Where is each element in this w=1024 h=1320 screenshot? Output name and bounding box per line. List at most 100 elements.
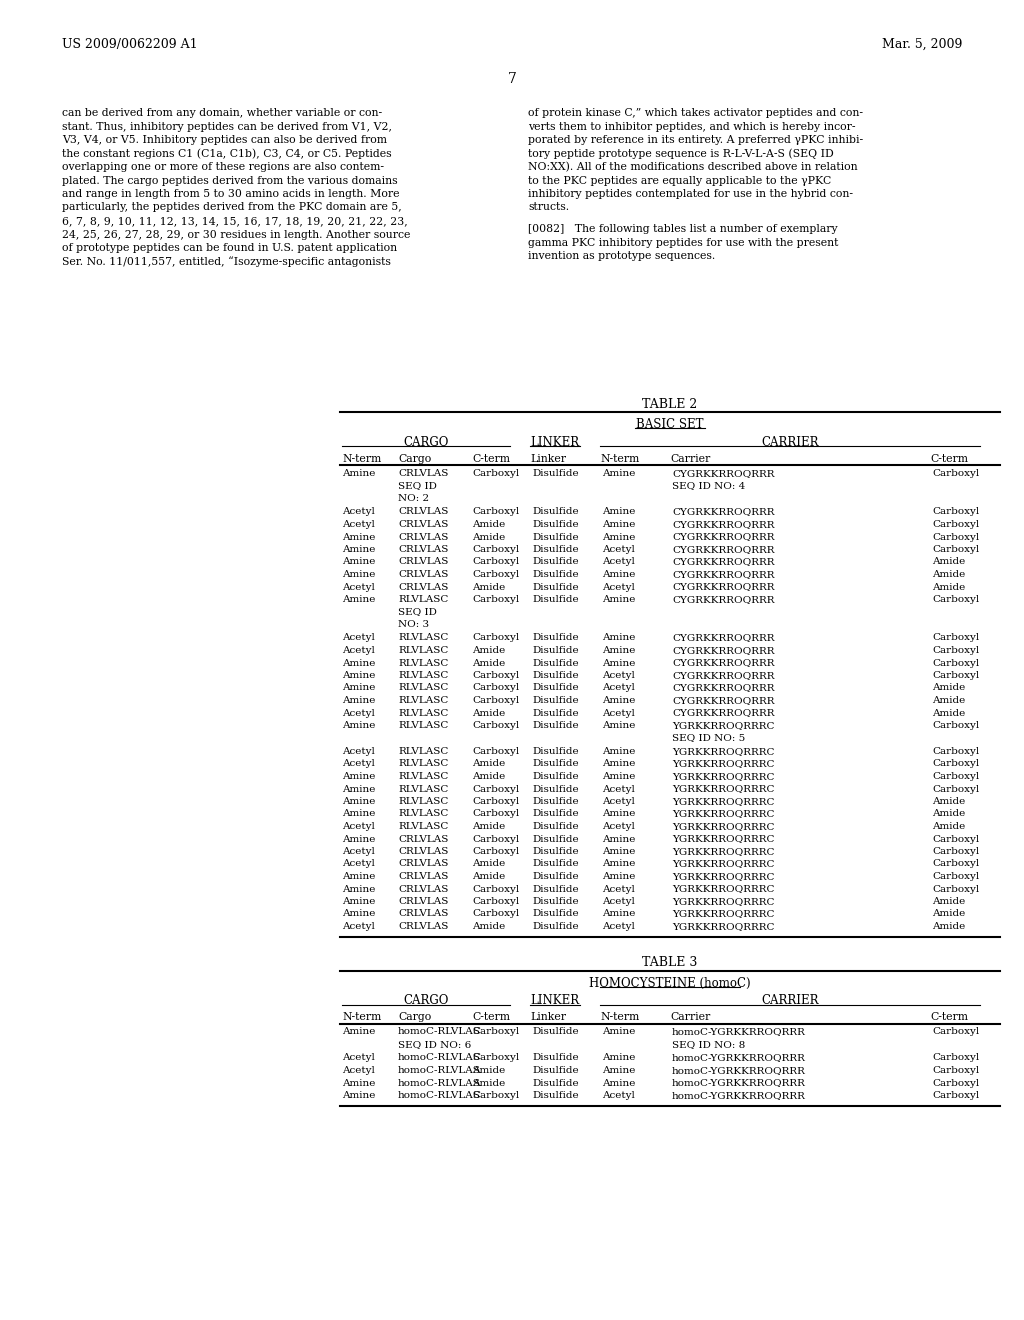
Text: Amine: Amine <box>602 873 635 880</box>
Text: homoC-RLVLAS: homoC-RLVLAS <box>398 1053 481 1063</box>
Text: RLVLASC: RLVLASC <box>398 772 449 781</box>
Text: YGRKKRROQRRRC: YGRKKRROQRRRC <box>672 921 774 931</box>
Text: Amine: Amine <box>342 1092 376 1100</box>
Text: Amide: Amide <box>932 557 966 566</box>
Text: Disulfide: Disulfide <box>532 1053 579 1063</box>
Text: Amine: Amine <box>342 557 376 566</box>
Text: Amine: Amine <box>602 1027 635 1036</box>
Text: Acetyl: Acetyl <box>602 684 635 693</box>
Text: YGRKKRROQRRRC: YGRKKRROQRRRC <box>672 909 774 919</box>
Text: Carrier: Carrier <box>670 1012 711 1023</box>
Text: Acetyl: Acetyl <box>342 759 375 768</box>
Text: C-term: C-term <box>472 454 510 465</box>
Text: Carboxyl: Carboxyl <box>932 645 979 655</box>
Text: Amide: Amide <box>472 822 505 832</box>
Text: porated by reference in its entirety. A preferred γPKC inhibi-: porated by reference in its entirety. A … <box>528 135 863 145</box>
Text: to the PKC peptides are equally applicable to the γPKC: to the PKC peptides are equally applicab… <box>528 176 831 186</box>
Text: N-term: N-term <box>342 454 381 465</box>
Text: YGRKKRROQRRRC: YGRKKRROQRRRC <box>672 809 774 818</box>
Text: Carboxyl: Carboxyl <box>472 1053 519 1063</box>
Text: YGRKKRROQRRRC: YGRKKRROQRRRC <box>672 759 774 768</box>
Text: CRLVLAS: CRLVLAS <box>398 898 449 906</box>
Text: Carboxyl: Carboxyl <box>932 747 979 756</box>
Text: CYGRKKRROQRRR: CYGRKKRROQRRR <box>672 595 774 605</box>
Text: Carboxyl: Carboxyl <box>932 1067 979 1074</box>
Text: CYGRKKRROQRRR: CYGRKKRROQRRR <box>672 582 774 591</box>
Text: CRLVLAS: CRLVLAS <box>398 545 449 554</box>
Text: Carboxyl: Carboxyl <box>932 1078 979 1088</box>
Text: Amine: Amine <box>602 659 635 668</box>
Text: CARGO: CARGO <box>403 994 449 1007</box>
Text: homoC-YGRKKRROQRRR: homoC-YGRKKRROQRRR <box>672 1067 806 1074</box>
Text: Amine: Amine <box>342 545 376 554</box>
Text: Acetyl: Acetyl <box>602 797 635 807</box>
Text: Amide: Amide <box>472 772 505 781</box>
Text: Amide: Amide <box>932 909 966 919</box>
Text: YGRKKRROQRRRC: YGRKKRROQRRRC <box>672 873 774 880</box>
Text: Carboxyl: Carboxyl <box>932 532 979 541</box>
Text: CRLVLAS: CRLVLAS <box>398 921 449 931</box>
Text: Amine: Amine <box>602 859 635 869</box>
Text: RLVLASC: RLVLASC <box>398 709 449 718</box>
Text: Amine: Amine <box>342 784 376 793</box>
Text: Carboxyl: Carboxyl <box>472 784 519 793</box>
Text: Amine: Amine <box>342 884 376 894</box>
Text: CYGRKKRROQRRR: CYGRKKRROQRRR <box>672 557 774 566</box>
Text: CRLVLAS: CRLVLAS <box>398 469 449 478</box>
Text: CYGRKKRROQRRR: CYGRKKRROQRRR <box>672 709 774 718</box>
Text: LINKER: LINKER <box>530 994 580 1007</box>
Text: Carboxyl: Carboxyl <box>472 834 519 843</box>
Text: HOMOCYSTEINE (homoC): HOMOCYSTEINE (homoC) <box>589 977 751 990</box>
Text: Acetyl: Acetyl <box>602 1092 635 1100</box>
Text: Acetyl: Acetyl <box>342 709 375 718</box>
Text: CYGRKKRROQRRR: CYGRKKRROQRRR <box>672 532 774 541</box>
Text: Carboxyl: Carboxyl <box>932 1053 979 1063</box>
Text: Carboxyl: Carboxyl <box>472 797 519 807</box>
Text: Acetyl: Acetyl <box>342 645 375 655</box>
Text: YGRKKRROQRRRC: YGRKKRROQRRRC <box>672 772 774 781</box>
Text: US 2009/0062209 A1: US 2009/0062209 A1 <box>62 38 198 51</box>
Text: CARGO: CARGO <box>403 436 449 449</box>
Text: RLVLASC: RLVLASC <box>398 721 449 730</box>
Text: Amine: Amine <box>602 595 635 605</box>
Text: can be derived from any domain, whether variable or con-: can be derived from any domain, whether … <box>62 108 382 117</box>
Text: Amine: Amine <box>602 469 635 478</box>
Text: Amine: Amine <box>342 1027 376 1036</box>
Text: Disulfide: Disulfide <box>532 520 579 529</box>
Text: Amine: Amine <box>342 659 376 668</box>
Text: Cargo: Cargo <box>398 1012 431 1023</box>
Text: Disulfide: Disulfide <box>532 909 579 919</box>
Text: Acetyl: Acetyl <box>602 884 635 894</box>
Text: Disulfide: Disulfide <box>532 822 579 832</box>
Text: Disulfide: Disulfide <box>532 671 579 680</box>
Text: verts them to inhibitor peptides, and which is hereby incor-: verts them to inhibitor peptides, and wh… <box>528 121 855 132</box>
Text: BASIC SET: BASIC SET <box>636 418 703 432</box>
Text: CRLVLAS: CRLVLAS <box>398 570 449 579</box>
Text: CRLVLAS: CRLVLAS <box>398 884 449 894</box>
Text: CRLVLAS: CRLVLAS <box>398 859 449 869</box>
Text: Disulfide: Disulfide <box>532 570 579 579</box>
Text: CYGRKKRROQRRR: CYGRKKRROQRRR <box>672 696 774 705</box>
Text: Disulfide: Disulfide <box>532 595 579 605</box>
Text: Amine: Amine <box>342 1078 376 1088</box>
Text: structs.: structs. <box>528 202 569 213</box>
Text: Amine: Amine <box>602 1053 635 1063</box>
Text: homoC-YGRKKRROQRRR: homoC-YGRKKRROQRRR <box>672 1053 806 1063</box>
Text: Carboxyl: Carboxyl <box>932 545 979 554</box>
Text: Amide: Amide <box>932 921 966 931</box>
Text: Amine: Amine <box>602 847 635 855</box>
Text: Acetyl: Acetyl <box>342 847 375 855</box>
Text: Amide: Amide <box>472 659 505 668</box>
Text: Carboxyl: Carboxyl <box>932 595 979 605</box>
Text: RLVLASC: RLVLASC <box>398 659 449 668</box>
Text: Acetyl: Acetyl <box>602 784 635 793</box>
Text: Carboxyl: Carboxyl <box>472 696 519 705</box>
Text: plated. The cargo peptides derived from the various domains: plated. The cargo peptides derived from … <box>62 176 397 186</box>
Text: Amine: Amine <box>602 747 635 756</box>
Text: the constant regions C1 (C1a, C1b), C3, C4, or C5. Peptides: the constant regions C1 (C1a, C1b), C3, … <box>62 149 391 160</box>
Text: Carboxyl: Carboxyl <box>472 545 519 554</box>
Text: C-term: C-term <box>472 1012 510 1023</box>
Text: YGRKKRROQRRRC: YGRKKRROQRRRC <box>672 898 774 906</box>
Text: Carboxyl: Carboxyl <box>932 834 979 843</box>
Text: C-term: C-term <box>930 454 968 465</box>
